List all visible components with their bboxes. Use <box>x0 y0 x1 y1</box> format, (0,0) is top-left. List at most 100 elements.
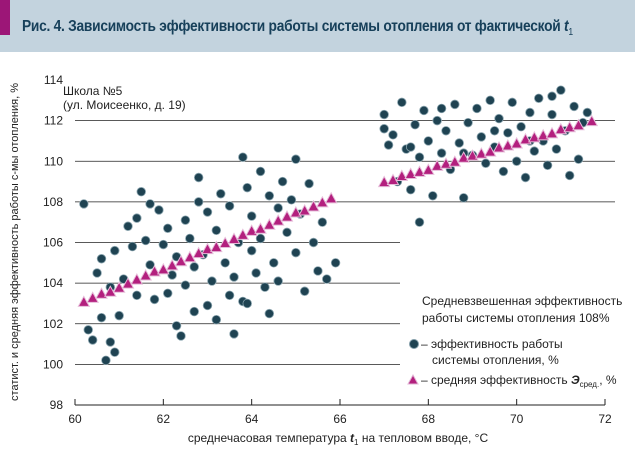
data-point-dot <box>564 170 575 181</box>
y-tick-label: 110 <box>44 154 63 168</box>
data-point-triangle <box>262 218 276 230</box>
data-point-triangle <box>298 203 312 216</box>
data-point-dot <box>556 85 566 95</box>
data-point-dot <box>251 268 261 278</box>
data-point-dot <box>149 294 160 305</box>
data-point-dot <box>436 103 447 114</box>
legend-dots-line2: системы отопления, % <box>432 353 559 367</box>
data-point-dot <box>96 312 107 323</box>
data-point-dot <box>101 355 111 366</box>
data-point-triangle <box>209 240 223 253</box>
data-point-dot <box>273 203 283 213</box>
data-point-triangle <box>271 214 285 226</box>
data-point-triangle <box>139 268 153 281</box>
data-point-dot <box>87 335 98 345</box>
data-point-dot <box>92 268 102 278</box>
data-point-triangle <box>307 199 320 212</box>
data-point-dot <box>132 290 142 301</box>
data-point-triangle <box>536 128 550 141</box>
data-point-dot <box>96 254 107 264</box>
annotation-line1: Школа №5 <box>63 84 123 98</box>
data-point-dot <box>498 166 509 177</box>
data-point-triangle <box>474 147 488 159</box>
data-point-dot <box>79 199 89 209</box>
gridlines <box>75 120 615 365</box>
data-point-dot <box>140 235 151 246</box>
title-variable: t <box>563 18 569 35</box>
axes: 98 100 102 104 106 108 110 112 114 60 62 64 66 68 70 72 <box>43 73 612 426</box>
y-tick-label: 100 <box>43 357 63 371</box>
legend-dots-line1: – эффективность работы <box>421 337 563 351</box>
data-point-dot <box>202 300 213 311</box>
data-point-triangle <box>324 191 338 204</box>
data-point-dot <box>255 233 266 244</box>
data-point-dot <box>189 306 199 317</box>
data-point-dot <box>114 310 124 321</box>
data-point-triangle <box>254 222 267 234</box>
data-point-dot <box>573 154 584 164</box>
data-point-dot <box>207 276 217 286</box>
data-point-triangle <box>227 232 241 244</box>
data-point-dot <box>264 308 275 319</box>
data-point-dot <box>132 213 142 223</box>
data-point-dot <box>216 189 226 199</box>
data-point-triangle <box>103 285 117 297</box>
data-point-dot <box>503 128 513 138</box>
data-point-triangle <box>121 277 135 289</box>
data-point-dot <box>224 201 235 211</box>
data-point-triangle <box>280 210 294 222</box>
data-point-dot <box>163 288 173 298</box>
data-point-triangle <box>545 126 559 139</box>
x-tick-label: 68 <box>422 412 436 426</box>
data-point-dot <box>110 245 120 256</box>
data-point-triangle <box>519 132 532 145</box>
data-point-dot <box>273 276 283 286</box>
data-point-dot <box>472 103 482 114</box>
data-point-dot <box>105 337 116 347</box>
data-point-triangle <box>510 136 524 149</box>
data-point-dot <box>383 140 394 150</box>
data-point-triangle <box>483 145 497 157</box>
data-point-dot <box>260 282 270 292</box>
data-point-dot <box>397 97 407 108</box>
data-point-dot <box>551 144 562 154</box>
x-tick-label: 60 <box>68 412 82 426</box>
data-point-triangle <box>554 122 568 135</box>
data-point-dot <box>123 221 133 231</box>
data-point-dot <box>428 191 438 201</box>
data-point-dot <box>154 205 164 215</box>
data-point-triangle <box>421 163 435 175</box>
data-point-dot <box>582 107 593 118</box>
y-tick-label: 104 <box>43 276 63 290</box>
title-subscript: 1 <box>568 27 573 39</box>
note-line2: работы системы отопления 108% <box>422 311 610 325</box>
legend-triangle-icon <box>407 373 419 385</box>
data-point-dot <box>171 321 182 331</box>
data-point-dot <box>432 115 442 126</box>
legend-triangle-label: – средняя эффективность Эсред., % <box>421 373 617 389</box>
data-point-dot <box>224 290 235 301</box>
note-line1: Средневзвешенная эффективность <box>422 294 622 308</box>
data-point-dot <box>291 247 301 258</box>
data-point-dot <box>211 314 222 325</box>
y-tick-label: 98 <box>50 398 64 412</box>
x-tick-label: 62 <box>157 412 171 426</box>
data-point-triangle <box>183 250 197 263</box>
data-point-dot <box>419 105 429 116</box>
data-point-dot <box>313 266 323 276</box>
data-point-dot <box>193 172 204 183</box>
data-point-triangle <box>289 205 303 218</box>
data-point-dot <box>317 217 328 227</box>
data-point-triangle <box>404 167 418 179</box>
data-point-dot <box>238 152 248 162</box>
data-point-dot <box>282 227 292 238</box>
data-point-dot <box>379 124 389 134</box>
data-point-triangle <box>236 228 250 240</box>
data-point-dot <box>516 122 526 132</box>
data-point-dot <box>485 95 495 106</box>
x-tick-label: 70 <box>510 412 524 426</box>
data-point-triangle <box>585 114 599 127</box>
data-point-triangle <box>315 195 329 208</box>
